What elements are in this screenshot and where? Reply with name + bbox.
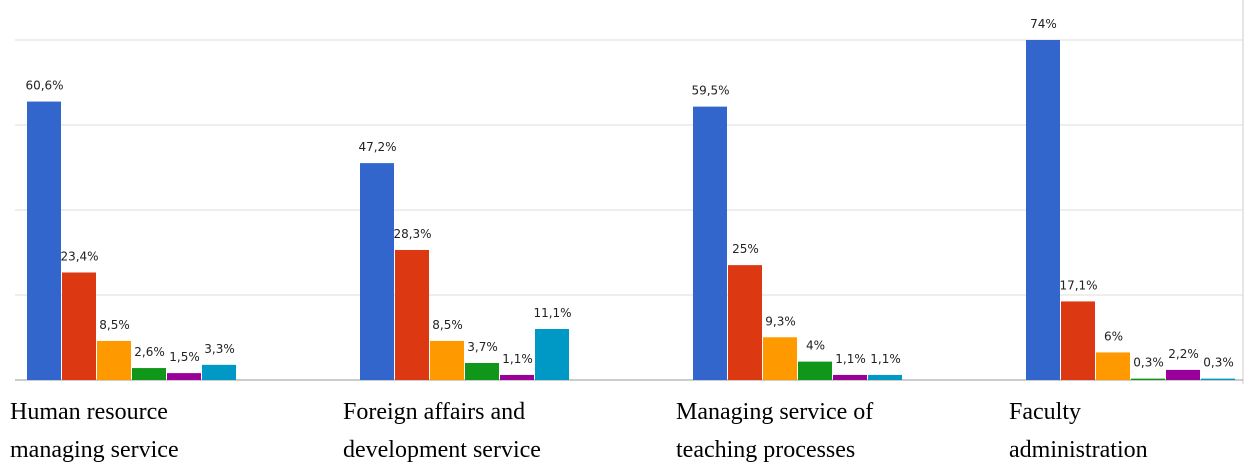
value-label: 1,1% <box>870 352 901 366</box>
bar <box>1131 378 1165 380</box>
bar <box>833 374 867 380</box>
value-label: 74% <box>1030 17 1057 31</box>
value-label: 47,2% <box>358 140 396 154</box>
bar <box>360 163 394 380</box>
bar <box>1201 378 1235 380</box>
x-tick-label: Human resource managing service <box>10 399 179 463</box>
value-label: 1,1% <box>502 352 533 366</box>
bar <box>500 374 534 380</box>
bar <box>202 364 236 380</box>
value-label: 8,5% <box>99 318 130 332</box>
value-label: 3,7% <box>467 340 498 354</box>
value-label: 0,3% <box>1203 356 1234 370</box>
bar <box>62 272 96 380</box>
x-tick-label: Managing service of teaching processes <box>676 399 874 463</box>
value-label: 1,1% <box>835 352 866 366</box>
value-label: 9,3% <box>765 314 796 328</box>
bar <box>1061 301 1095 380</box>
value-label: 3,3% <box>204 342 235 356</box>
bar <box>1026 40 1060 380</box>
bar <box>430 340 464 380</box>
bar <box>693 106 727 381</box>
bar <box>763 337 797 380</box>
value-label: 4% <box>806 339 825 353</box>
value-label: 1,5% <box>169 350 200 364</box>
bar <box>27 101 61 380</box>
value-label: 6% <box>1104 329 1123 343</box>
bar <box>97 340 131 380</box>
value-label: 60,6% <box>25 79 63 93</box>
value-label: 25% <box>732 242 759 256</box>
bar <box>465 363 499 380</box>
value-label: 0,3% <box>1133 356 1164 370</box>
bar <box>167 373 201 380</box>
bar <box>1096 352 1130 380</box>
value-label: 17,1% <box>1059 278 1097 292</box>
value-label: 11,1% <box>533 306 571 320</box>
x-tick-label: Faculty administration <box>1009 399 1148 463</box>
x-tick-label: Foreign affairs and development service <box>343 399 541 463</box>
bar <box>728 265 762 380</box>
bar <box>868 374 902 380</box>
value-label: 28,3% <box>393 227 431 241</box>
value-label: 2,6% <box>134 345 165 359</box>
value-label: 59,5% <box>691 84 729 98</box>
bar <box>798 361 832 380</box>
bar <box>395 249 429 380</box>
bar <box>535 329 569 380</box>
value-label: 23,4% <box>60 249 98 263</box>
bar <box>1166 369 1200 380</box>
value-label: 2,2% <box>1168 347 1199 361</box>
bar <box>132 368 166 380</box>
value-label: 8,5% <box>432 318 463 332</box>
